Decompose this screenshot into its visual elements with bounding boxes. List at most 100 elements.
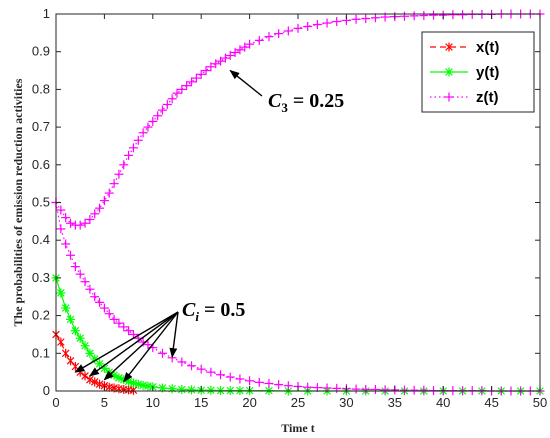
- data-point: [80, 277, 90, 287]
- data-point: [419, 385, 429, 395]
- y-axis-label: The probabilities of emission reduction …: [11, 78, 25, 326]
- data-point: [114, 169, 124, 179]
- x-tick-label: 0: [52, 395, 59, 410]
- data-point: [399, 385, 409, 395]
- data-point: [182, 81, 192, 91]
- y-tick-label: 1: [43, 6, 50, 21]
- data-point: [458, 10, 468, 20]
- data-point: [70, 326, 80, 336]
- data-point: [254, 35, 264, 45]
- data-point: [177, 84, 187, 94]
- data-point: [80, 341, 90, 351]
- data-point: [66, 250, 76, 260]
- data-point: [66, 314, 76, 324]
- data-point: [172, 88, 182, 98]
- annotation-ci: Ci = 0.5: [74, 299, 245, 383]
- data-point: [99, 303, 109, 313]
- y-tick-label: 0.4: [32, 232, 50, 247]
- y-tick-label: 0.6: [32, 157, 50, 172]
- data-point: [75, 220, 85, 230]
- annotation-arrow: [123, 311, 179, 383]
- data-point: [216, 56, 226, 66]
- data-point: [235, 45, 245, 55]
- data-point: [419, 11, 429, 21]
- annotation-c3: C3 = 0.25: [229, 69, 344, 115]
- data-point: [61, 303, 71, 313]
- x-tick-label: 35: [388, 395, 402, 410]
- y-tick-label: 0.7: [32, 119, 50, 134]
- legend-entry-zt: z(t): [430, 89, 499, 106]
- data-point: [254, 377, 264, 387]
- y-tick-label: 0.3: [32, 270, 50, 285]
- data-point: [351, 14, 361, 24]
- data-point: [225, 372, 235, 382]
- data-point: [370, 13, 380, 23]
- data-point: [370, 384, 380, 394]
- data-point: [85, 284, 95, 294]
- y-tick-label: 0.2: [32, 308, 50, 323]
- data-point: [177, 357, 187, 367]
- data-point: [361, 14, 371, 24]
- data-point: [85, 214, 95, 224]
- data-point: [109, 179, 119, 189]
- data-point: [191, 73, 201, 83]
- data-point: [138, 380, 148, 390]
- data-point: [245, 376, 255, 386]
- data-point: [220, 53, 230, 63]
- legend-label: z(t): [476, 89, 499, 106]
- series-line: [55, 13, 540, 226]
- data-point: [399, 11, 409, 21]
- data-point: [187, 361, 197, 371]
- data-point: [95, 379, 104, 389]
- annotation-subscript: i: [195, 309, 199, 324]
- data-point: [95, 203, 105, 213]
- data-point: [380, 385, 390, 395]
- legend-marker: [445, 42, 453, 52]
- data-point: [119, 322, 129, 332]
- legend-label: y(t): [476, 64, 499, 81]
- annotation-symbol: C: [182, 299, 196, 321]
- data-point: [56, 224, 66, 234]
- data-point: [153, 111, 163, 121]
- data-point: [283, 381, 293, 391]
- annotation-arrow: [229, 69, 263, 97]
- data-point: [225, 50, 235, 60]
- data-point: [75, 269, 85, 279]
- annotation-arrow: [89, 311, 179, 377]
- data-point: [143, 122, 153, 132]
- legend-label: x(t): [476, 39, 499, 56]
- data-point: [187, 77, 197, 87]
- annotation-value: = 0.25: [288, 90, 344, 112]
- data-point: [264, 378, 274, 388]
- x-tick-label: 40: [436, 395, 450, 410]
- data-point: [61, 239, 71, 249]
- data-point: [211, 59, 221, 69]
- data-point: [70, 262, 80, 272]
- data-point: [332, 17, 342, 27]
- annotation-text: Ci = 0.5: [182, 299, 245, 324]
- annotation-value: = 0.5: [199, 299, 245, 321]
- data-point: [138, 128, 148, 138]
- data-point: [61, 213, 71, 223]
- data-point: [187, 385, 197, 395]
- data-point: [57, 337, 65, 347]
- data-point: [240, 42, 250, 52]
- data-point: [429, 10, 439, 20]
- annotation-arrow: [74, 311, 179, 373]
- data-point: [264, 32, 274, 42]
- y-tick-label: 0.5: [32, 195, 50, 210]
- data-point: [206, 385, 216, 395]
- data-point: [235, 374, 245, 384]
- y-tick-label: 0.1: [32, 345, 50, 360]
- data-point: [409, 385, 419, 395]
- data-point: [124, 326, 134, 336]
- data-point: [143, 381, 153, 391]
- data-point: [322, 18, 332, 28]
- data-point: [162, 99, 172, 109]
- y-tick-label: 0.8: [32, 81, 50, 96]
- data-point: [206, 62, 216, 72]
- data-point: [351, 384, 361, 394]
- data-point: [119, 160, 129, 170]
- x-tick-label: 5: [101, 395, 108, 410]
